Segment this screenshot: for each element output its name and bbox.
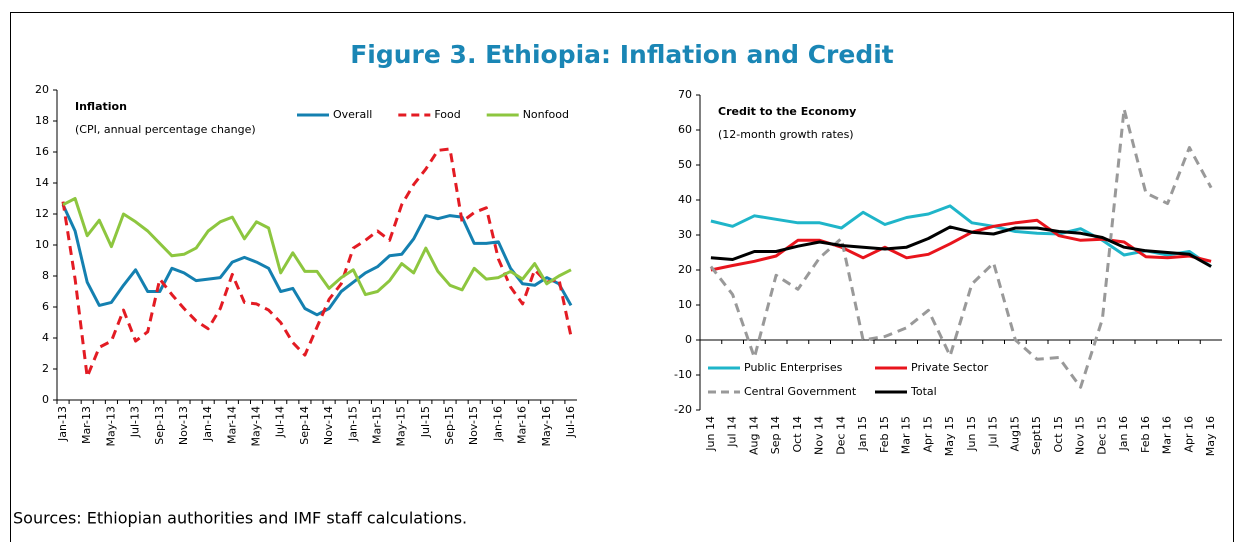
x-tick-label: Jan-14	[201, 406, 214, 442]
x-tick-label: Jan-16	[491, 406, 504, 442]
y-tick-label: 10	[35, 238, 49, 251]
x-tick-label: Dec 14	[834, 416, 847, 455]
y-tick-label: 8	[42, 269, 49, 282]
series-line	[710, 218, 1212, 272]
x-tick-label: May-14	[250, 406, 263, 447]
figure-title: Figure 3. Ethiopia: Inflation and Credit	[350, 40, 894, 69]
x-tick-label: Apr 16	[1182, 416, 1195, 453]
legend-label: Overall	[333, 108, 372, 121]
x-tick-label: May 16	[1204, 416, 1217, 456]
x-tick-label: Mar 15	[900, 416, 913, 454]
chart-subtitle: (12-month growth rates)	[718, 128, 854, 141]
x-tick-label: Sep-15	[443, 406, 456, 445]
y-tick-label: 0	[685, 333, 692, 346]
source-note: Sources: Ethiopian authorities and IMF s…	[13, 509, 467, 528]
x-tick-label: Mar-15	[370, 406, 383, 444]
x-tick-label: Jul-15	[419, 406, 432, 438]
x-tick-label: Jul-14	[274, 406, 287, 438]
y-tick-label: 4	[42, 331, 49, 344]
y-tick-label: 2	[42, 362, 49, 375]
x-tick-label: Oct 15	[1052, 416, 1065, 453]
chart-subtitle: (CPI, annual percentage change)	[75, 123, 256, 136]
y-tick-label: 0	[42, 393, 49, 406]
x-tick-label: Jun 14	[704, 416, 717, 452]
x-tick-label: Feb 15	[878, 416, 891, 453]
y-tick-label: 6	[42, 300, 49, 313]
y-tick-label: -20	[674, 403, 692, 416]
legend-label: Nonfood	[523, 108, 569, 121]
x-tick-label: Aug15	[1008, 416, 1021, 451]
legend-label: Public Enterprises	[744, 361, 843, 374]
x-tick-label: Jan 15	[856, 416, 869, 451]
legend-label: Central Government	[744, 385, 857, 398]
x-tick-label: Sep-13	[153, 406, 166, 445]
series-line	[709, 107, 1213, 389]
legend-label: Food	[434, 108, 460, 121]
legend-label: Private Sector	[911, 361, 989, 374]
x-tick-label: Mar-13	[80, 406, 93, 444]
x-tick-label: Nov-15	[467, 406, 480, 445]
x-tick-label: Dec 15	[1095, 416, 1108, 455]
series-line	[62, 197, 572, 297]
x-tick-label: Oct 14	[791, 416, 804, 453]
x-tick-label: Aug 14	[747, 416, 760, 455]
x-tick-label: Mar 16	[1161, 416, 1174, 454]
x-tick-label: Jul 15	[987, 416, 1000, 448]
x-tick-label: Jun 15	[965, 416, 978, 452]
x-tick-label: May-15	[395, 406, 408, 447]
y-tick-label: 60	[678, 123, 692, 136]
legend-label: Total	[910, 385, 937, 398]
x-tick-label: Sept15	[1030, 416, 1043, 455]
y-tick-label: 40	[678, 193, 692, 206]
x-tick-label: Nov 14	[813, 416, 826, 455]
x-tick-label: Nov-13	[177, 406, 190, 445]
x-tick-label: Nov 15	[1074, 416, 1087, 455]
y-tick-label: 16	[35, 145, 49, 158]
y-tick-label: -10	[674, 368, 692, 381]
x-tick-label: Jul-16	[564, 406, 577, 438]
x-tick-label: Mar-14	[225, 406, 238, 444]
x-tick-label: Apr 15	[921, 416, 934, 453]
x-tick-label: Mar-16	[516, 406, 529, 444]
y-tick-label: 20	[678, 263, 692, 276]
y-tick-label: 12	[35, 207, 49, 220]
y-tick-label: 14	[35, 176, 49, 189]
chart-title: Inflation	[75, 100, 127, 113]
series-line	[61, 204, 573, 317]
x-tick-label: Feb 16	[1139, 416, 1152, 453]
series-line	[61, 147, 573, 379]
x-tick-label: Sep 14	[769, 416, 782, 454]
x-tick-label: Jan-13	[56, 406, 69, 442]
x-tick-label: Jan-15	[346, 406, 359, 442]
x-tick-label: May-13	[104, 406, 117, 447]
series-line	[710, 225, 1212, 268]
x-tick-label: Sep-14	[298, 406, 311, 445]
y-tick-label: 30	[678, 228, 692, 241]
y-tick-label: 10	[678, 298, 692, 311]
x-tick-label: Jul 14	[726, 416, 739, 448]
x-tick-label: Jul-13	[129, 406, 142, 438]
x-tick-label: May-16	[540, 406, 553, 447]
x-tick-label: Nov-14	[322, 406, 335, 445]
y-tick-label: 20	[35, 83, 49, 96]
x-tick-label: May 15	[943, 416, 956, 456]
series-line	[710, 204, 1212, 268]
x-tick-label: Jan 16	[1117, 416, 1130, 451]
frame	[10, 12, 1234, 542]
y-tick-label: 50	[678, 158, 692, 171]
y-tick-label: 18	[35, 114, 49, 127]
y-tick-label: 70	[678, 88, 692, 101]
chart-title: Credit to the Economy	[718, 105, 856, 118]
